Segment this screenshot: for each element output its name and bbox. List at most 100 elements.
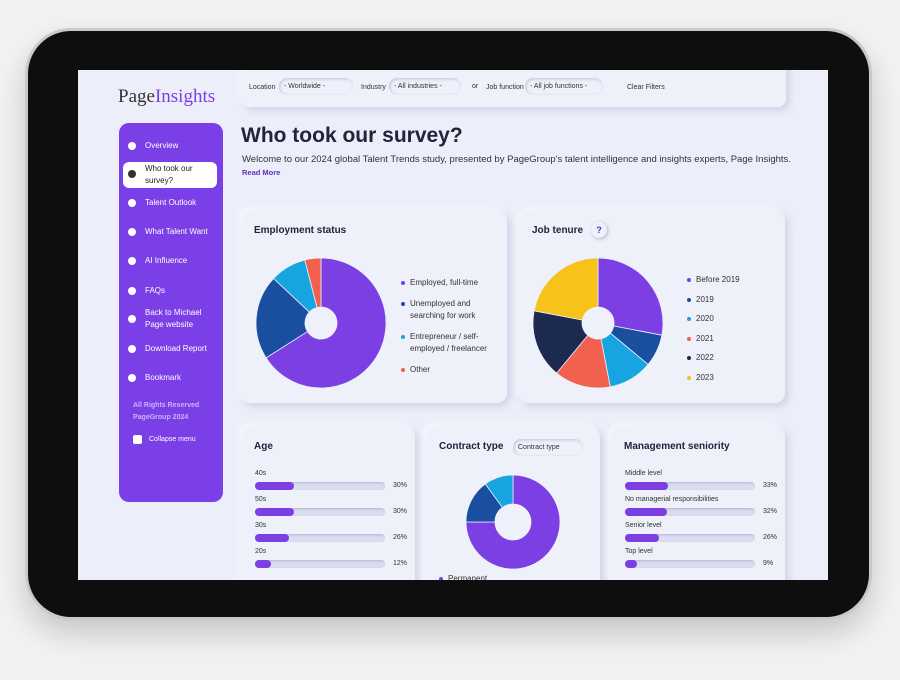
screen: PageInsights Location - Worldwide - Indu… [78,70,828,580]
help-button[interactable]: ? [591,222,607,238]
bar-label: 20s [255,548,267,555]
value-label: 26% [393,534,408,541]
nav-item[interactable]: Who took our survey? [145,164,193,185]
logo: PageInsights [118,86,215,108]
value-label: 12% [393,560,408,567]
contract-card: Contract type Contract type Permanent [425,427,600,580]
location-select[interactable]: - Worldwide - [279,78,353,95]
bar [255,534,289,542]
bar [625,482,668,490]
nav-icon [128,142,136,150]
bar [255,560,271,568]
nav-icon [128,199,136,207]
card-title: Job tenure [532,225,584,236]
nav-icon [128,257,136,265]
filter-label: Location [249,84,276,91]
legend-dot [687,317,691,321]
pie-chart [465,474,561,570]
pie-chart [532,257,664,389]
value-label: 30% [393,508,408,515]
legend-label: 2019 [696,294,714,304]
bar-track [625,560,755,568]
legend-label: Permanent [448,574,488,580]
legend-label: 2021 [696,333,714,343]
job-select[interactable]: - All job functions - [525,78,603,95]
bar-track [255,482,385,490]
tenure-card: Job tenure ? Before 2019 2019 2020 2021 2022… [519,211,785,403]
bar-label: 50s [255,496,267,503]
legend-label: 2023 [696,372,714,382]
footer-line: All Rights Reserved [133,402,200,409]
bar-track [625,508,755,516]
seniority-card: Management seniority Middle level 33% No m… [611,427,785,580]
value-label: 32% [763,508,778,515]
nav-item[interactable]: What Talent Want [145,227,208,236]
collapse-icon [133,435,142,444]
legend-label: Before 2019 [696,275,740,284]
legend-label: Entrepreneur / self-employed / freelance… [410,332,487,353]
value-label: 9% [763,560,774,567]
legend-dot [401,302,405,306]
pie-hole [305,307,337,339]
pie-hole [495,504,531,540]
legend-label: 2020 [696,314,714,323]
nav-icon [128,374,136,382]
bar [625,534,659,542]
bar-track [255,534,385,542]
bar-track [625,482,755,490]
read-more[interactable]: Read More [242,168,281,177]
nav-icon [128,170,136,178]
nav-icon [128,315,136,323]
collapse-menu[interactable]: Collapse menu [149,436,196,443]
filter-label: Job function [486,84,524,91]
clear-filters[interactable]: Clear Filters [627,84,665,91]
bar-label: Middle level [625,470,662,477]
legend-label: Other [410,365,431,374]
nav-item[interactable]: Download Report [145,344,207,353]
sidebar: Overview Who took our survey? Talent Out… [119,123,223,502]
bar-label: Top level [625,548,653,555]
nav-item[interactable]: FAQs [145,286,166,295]
card-title: Contract type [439,441,504,452]
bar-label: No managerial responsibilities [625,496,719,503]
nav-item[interactable]: Overview [145,141,179,150]
bar-label: 40s [255,470,267,477]
filter-label: Industry [361,84,386,91]
bar-track [255,560,385,568]
nav-icon [128,287,136,295]
legend-dot [401,281,405,285]
page-title: Who took our survey? [241,124,463,147]
age-card: Age 40s 30% 50s 30% 30s 26% 20s 12% [241,427,415,580]
legend-label: Employed, full-time [410,278,479,287]
legend-dot [687,278,691,282]
bar-label: Senior level [625,522,662,529]
nav-item[interactable]: Talent Outlook [145,198,197,207]
card-title: Age [254,441,273,452]
value-label: 30% [393,482,408,489]
industry-select[interactable]: - All industries - [389,78,461,95]
legend-dot [687,297,691,302]
bar [625,560,637,568]
filter-or: or [472,83,479,90]
employment-card: Employment status Employed, full-time Une… [241,211,507,403]
bar-label: 30s [255,522,267,529]
nav-item[interactable]: Bookmark [145,373,182,382]
logo-page: Page [118,86,155,107]
bar [255,508,294,516]
bar-track [255,508,385,516]
legend-dot [439,577,443,580]
nav-item[interactable]: AI Influence [145,256,188,265]
legend-dot [401,368,405,372]
contract-dropdown[interactable]: Contract type [513,439,583,456]
value-label: 26% [763,534,778,541]
legend-dot [687,336,691,341]
card-title: Management seniority [624,441,730,452]
legend-label: Unemployed and searching for work [410,299,476,320]
nav-icon [128,345,136,353]
intro: Welcome to our 2024 global Talent Trends… [242,154,791,165]
nav-icon [128,228,136,236]
nav-item[interactable]: Back to Michael Page website [145,308,202,329]
legend-dot [687,375,691,380]
pie-hole [582,307,614,339]
legend-dot [401,335,405,339]
